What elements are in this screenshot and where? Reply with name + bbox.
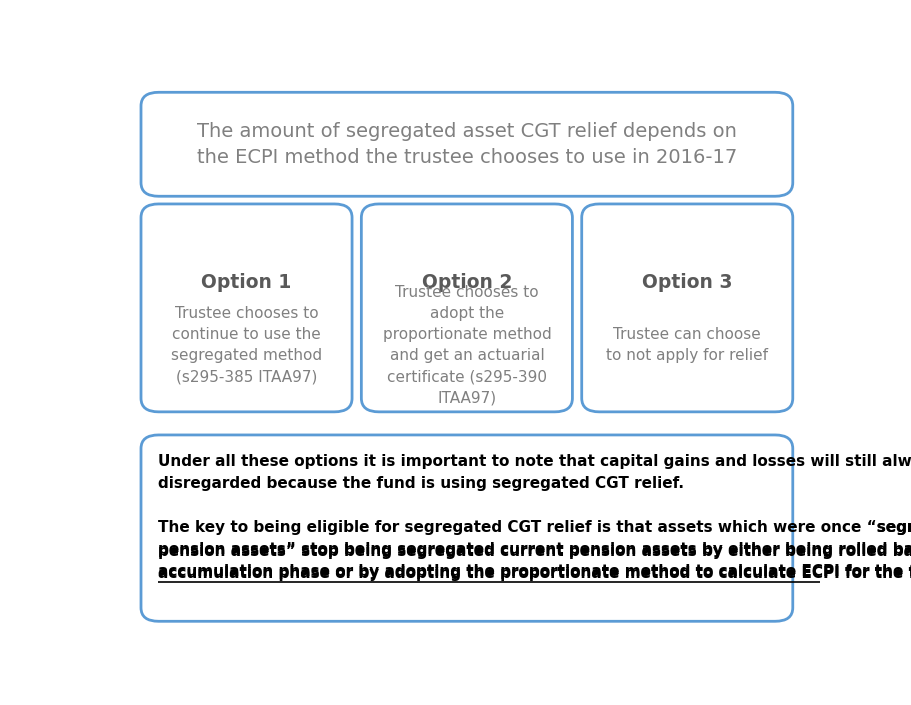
Text: Option 1: Option 1 xyxy=(201,274,292,293)
Text: Under all these options it is important to note that capital gains and losses wi: Under all these options it is important … xyxy=(158,454,911,491)
FancyBboxPatch shape xyxy=(582,204,793,412)
Text: The amount of segregated asset CGT relief depends on
the ECPI method the trustee: The amount of segregated asset CGT relie… xyxy=(197,121,737,167)
Text: Trustee chooses to
continue to use the
segregated method
(s295-385 ITAA97): Trustee chooses to continue to use the s… xyxy=(171,306,322,384)
Text: Trustee can choose
to not apply for relief: Trustee can choose to not apply for reli… xyxy=(606,327,768,363)
FancyBboxPatch shape xyxy=(141,92,793,196)
Text: segregated current: segregated current xyxy=(876,520,911,534)
FancyBboxPatch shape xyxy=(362,204,572,412)
Text: Option 3: Option 3 xyxy=(642,274,732,293)
Text: The key to being eligible for segregated CGT relief is that assets which were on: The key to being eligible for segregated… xyxy=(158,520,911,579)
Text: Option 2: Option 2 xyxy=(422,274,512,293)
FancyBboxPatch shape xyxy=(141,435,793,621)
FancyBboxPatch shape xyxy=(141,204,352,412)
Text: pension assets” stop being segregated current pension assets by either being rol: pension assets” stop being segregated cu… xyxy=(158,544,911,581)
Text: Trustee chooses to
adopt the
proportionate method
and get an actuarial
certifica: Trustee chooses to adopt the proportiona… xyxy=(383,286,551,405)
